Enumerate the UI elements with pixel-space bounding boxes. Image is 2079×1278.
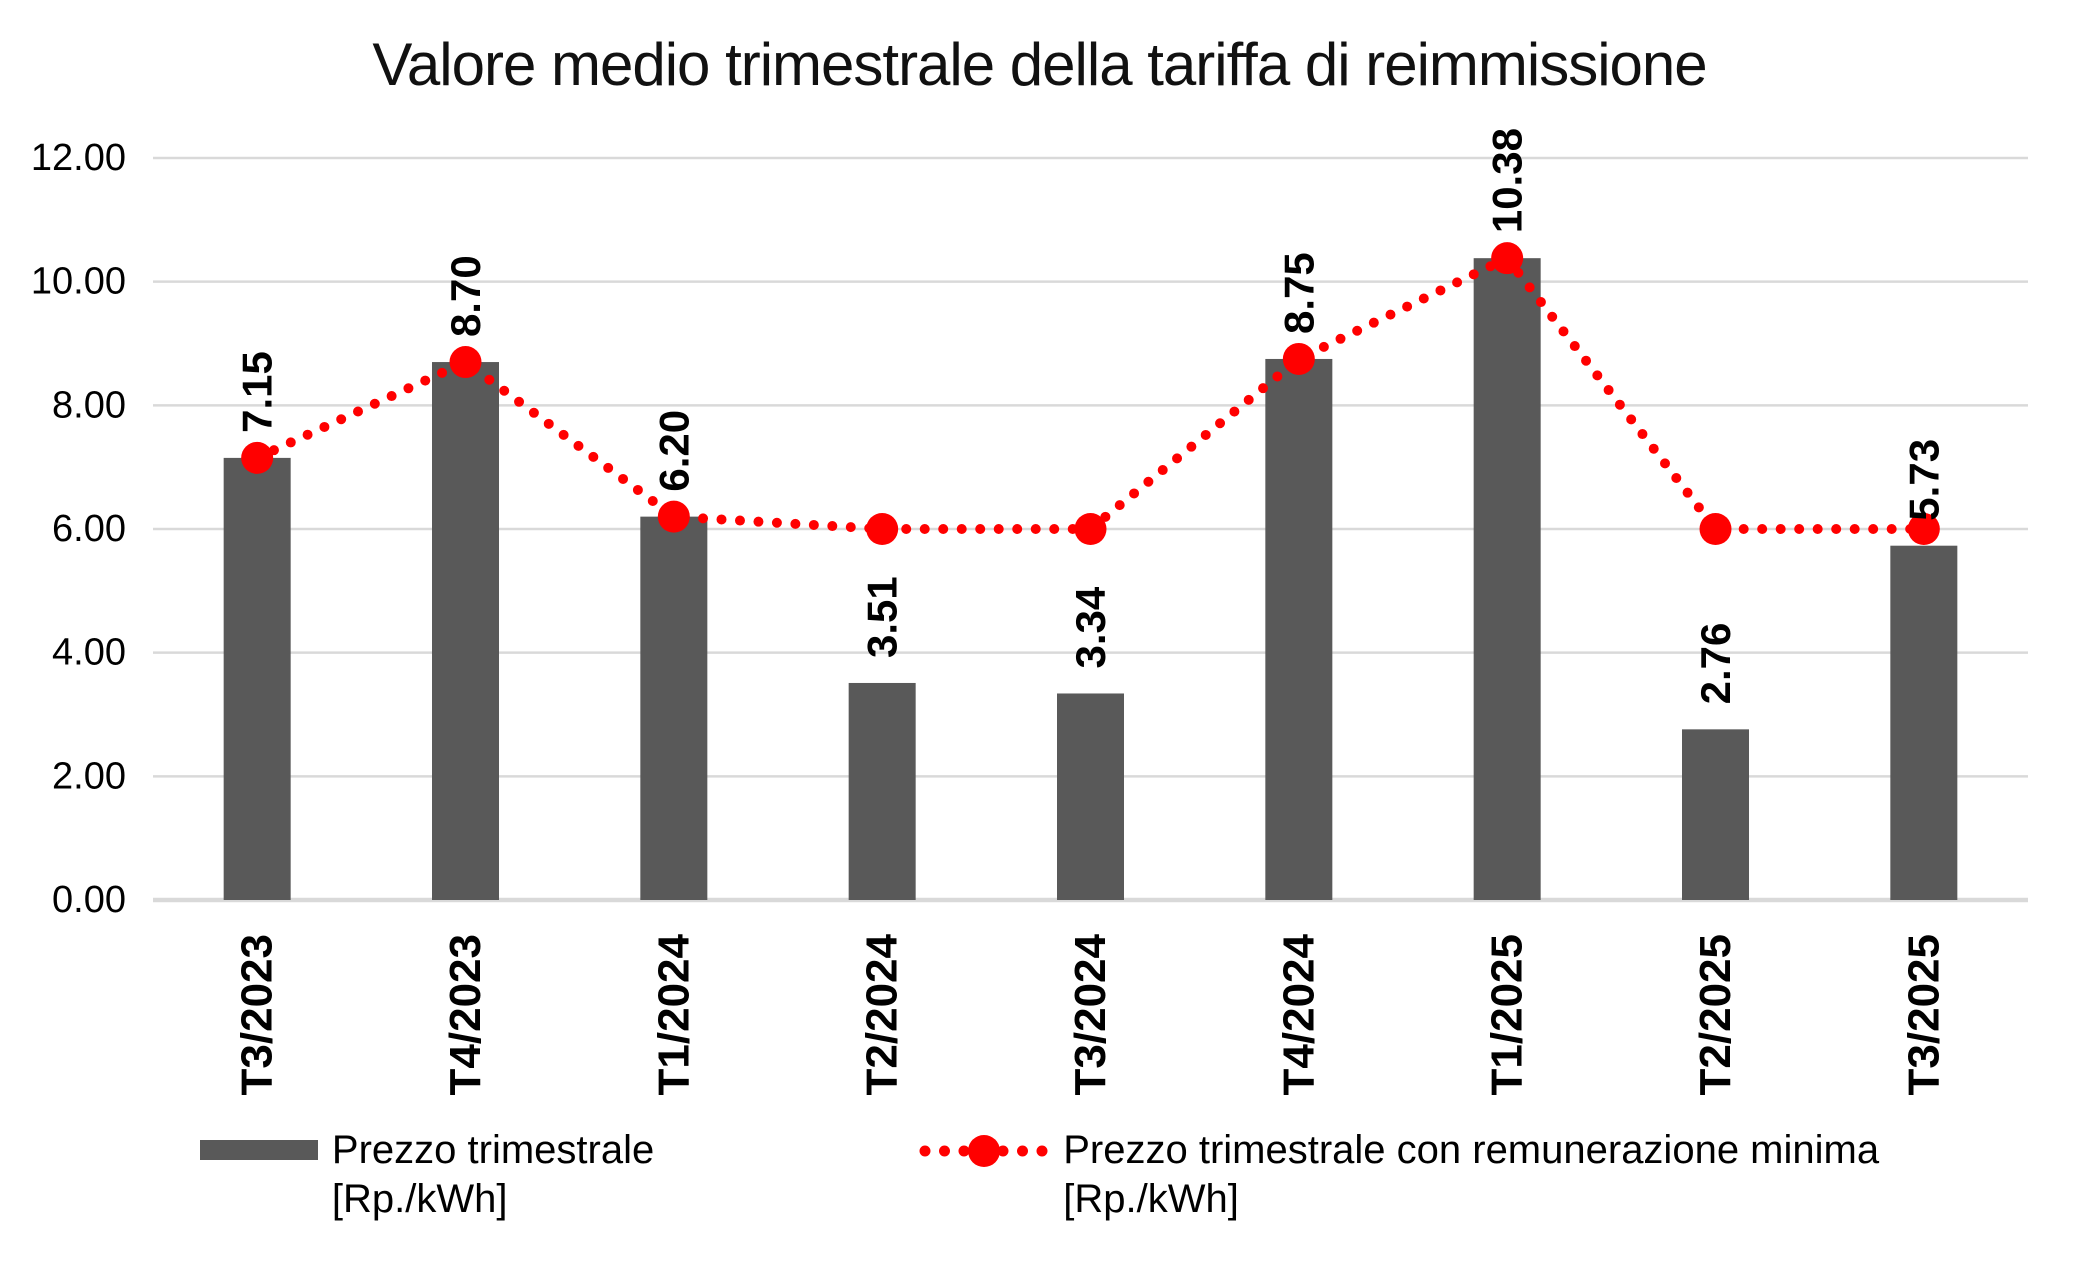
data-label: 3.51 (859, 576, 906, 658)
data-label: 2.76 (1692, 623, 1739, 705)
line-marker (1282, 342, 1315, 375)
line-marker (1699, 513, 1732, 545)
line-marker (1907, 513, 1940, 545)
line-marker (657, 500, 690, 533)
bar (1473, 258, 1541, 900)
legend-item-bar-series: Prezzo trimestrale [Rp./kWh] (199, 1126, 654, 1224)
line-marker (866, 513, 899, 545)
bar (1890, 545, 1958, 900)
legend-label-bar-series-name: Prezzo trimestrale (331, 1128, 655, 1172)
line-marker (1491, 242, 1524, 275)
data-label: 8.75 (1275, 252, 1322, 334)
legend-label-line-series-unit: [Rp./kWh] (1063, 1176, 1239, 1221)
legend-label-line-series: Prezzo trimestrale con remunerazione min… (1063, 1126, 1879, 1224)
data-label: 3.34 (1067, 586, 1114, 668)
y-axis-tick-label: 6.00 (52, 508, 126, 550)
data-label: 7.15 (234, 351, 281, 433)
bar (1682, 729, 1749, 900)
x-axis-tick-label: T1/2025 (1483, 934, 1532, 1095)
dotted-line-marker-swatch-icon (919, 1135, 1049, 1167)
x-axis-tick-label: T3/2023 (233, 934, 282, 1095)
legend-label-bar-series: Prezzo trimestrale [Rp./kWh] (332, 1126, 654, 1224)
line-marker (241, 441, 274, 474)
data-label: 6.20 (650, 410, 697, 492)
line-marker (1074, 513, 1107, 545)
bar (848, 682, 916, 900)
bar (1265, 358, 1333, 900)
bar (1057, 693, 1124, 900)
x-axis-tick-label: T2/2025 (1691, 934, 1740, 1095)
y-axis-tick-label: 2.00 (52, 755, 126, 797)
y-axis-tick-label: 10.00 (31, 261, 126, 303)
x-axis-tick-label: T4/2023 (441, 934, 490, 1095)
data-label: 8.70 (442, 255, 489, 337)
y-axis-tick-label: 12.00 (31, 137, 126, 179)
bar (223, 457, 291, 900)
x-axis-tick-label: T2/2024 (858, 933, 907, 1095)
y-axis-tick-label: 4.00 (52, 632, 126, 674)
legend-label-line-series-name: Prezzo trimestrale con remunerazione min… (1063, 1128, 1880, 1172)
bar-series-swatch-icon (199, 1140, 318, 1160)
x-axis-tick-label: T3/2025 (1899, 934, 1948, 1095)
data-label: 10.38 (1484, 128, 1531, 233)
legend-label-bar-series-unit: [Rp./kWh] (331, 1176, 508, 1221)
x-axis-tick-label: T4/2024 (1274, 933, 1323, 1095)
x-axis-tick-label: T3/2024 (1066, 933, 1115, 1095)
y-axis-tick-label: 8.00 (52, 384, 126, 426)
legend-item-line-series: Prezzo trimestrale con remunerazione min… (919, 1126, 1879, 1224)
bar (432, 362, 499, 900)
dotted-line-series (252, 251, 1929, 534)
legend: Prezzo trimestrale [Rp./kWh] Prezzo trim… (0, 1126, 2079, 1224)
bar (640, 516, 708, 900)
line-marker (449, 346, 482, 379)
y-axis-tick-label: 0.00 (52, 879, 126, 921)
data-label: 5.73 (1900, 439, 1947, 521)
x-axis-tick-label: T1/2024 (649, 933, 698, 1095)
chart-title: Valore medio trimestrale della tariffa d… (372, 31, 1707, 98)
